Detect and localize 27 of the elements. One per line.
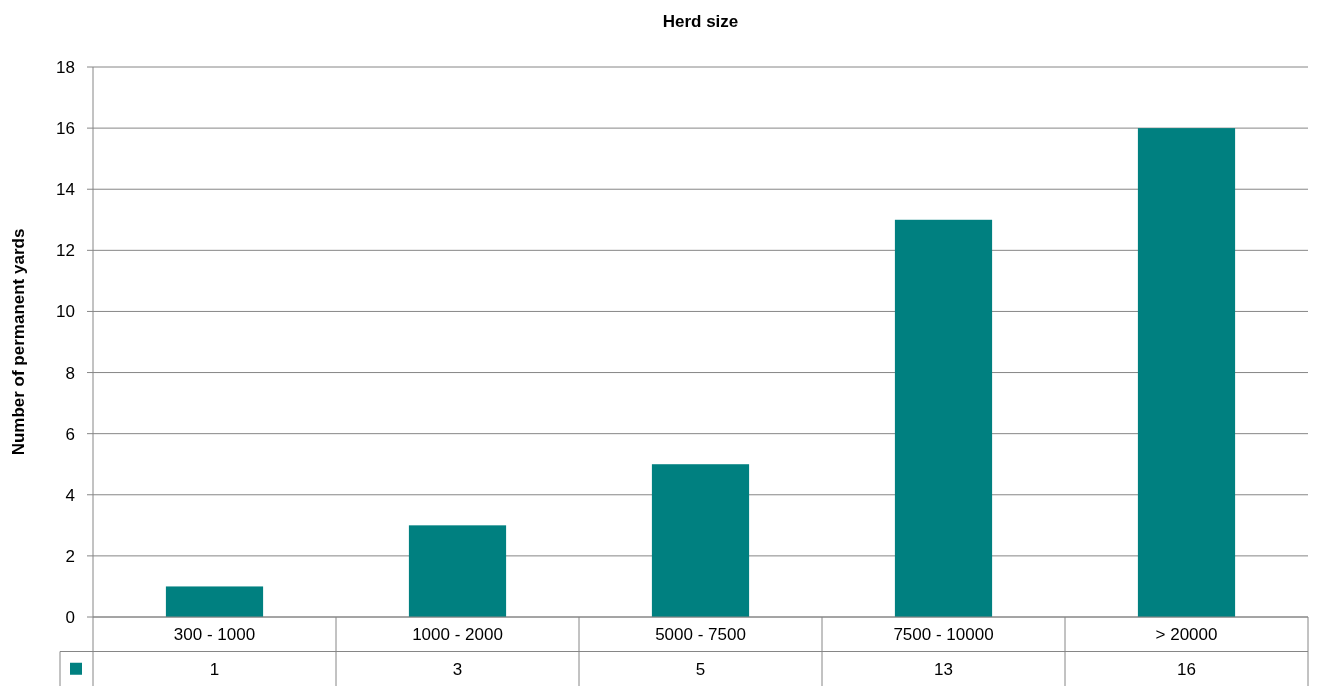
data-label: 16 [1177,659,1196,679]
y-tick-label: 10 [56,302,75,322]
x-tick-label: 1000 - 2000 [412,625,503,645]
y-tick-label: 0 [65,607,75,627]
y-tick-label: 8 [65,363,75,383]
y-tick-label: 4 [65,485,75,505]
bar [651,464,750,617]
x-tick-label: 300 - 1000 [173,625,256,645]
y-tick-label: 6 [65,424,75,444]
bar [165,586,264,617]
bar [408,525,507,617]
y-tick-label: 12 [56,241,75,261]
data-label: 3 [452,659,463,679]
y-tick-label: 16 [56,119,75,139]
y-tick-label: 14 [56,180,75,200]
data-label: 13 [934,659,953,679]
x-tick-label: 7500 - 10000 [893,625,994,645]
y-tick-label: 18 [56,57,75,77]
bar [894,219,993,617]
x-tick-label: 5000 - 7500 [655,625,746,645]
bar [1137,128,1236,617]
x-tick-label: > 20000 [1155,625,1218,645]
data-label: 1 [209,659,220,679]
data-label: 5 [695,659,706,679]
y-tick-label: 2 [65,546,75,566]
chart-title: Herd size [662,12,739,31]
y-axis-title: Number of permanent yards [9,228,28,456]
